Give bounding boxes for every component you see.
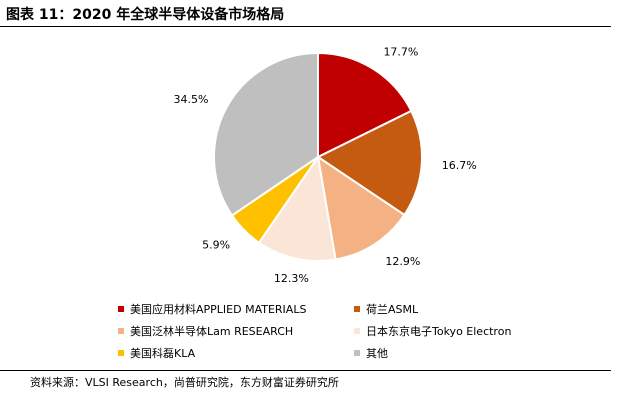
top-rule xyxy=(0,26,611,27)
slice-value-label-3: 12.3% xyxy=(274,272,309,285)
slice-value-label-4: 5.9% xyxy=(202,238,230,251)
pie-chart: 17.7% 16.7% 12.9% 12.3% 5.9% 34.5% xyxy=(173,46,477,285)
legend-label: 美国应用材料APPLIED MATERIALS xyxy=(130,303,307,316)
legend-swatch xyxy=(118,350,124,356)
slice-value-label-2: 12.9% xyxy=(385,255,420,268)
chart-title: 图表 11：2020 年全球半导体设备市场格局 xyxy=(6,7,285,23)
pie-slice-5 xyxy=(213,51,319,217)
legend-swatch xyxy=(354,306,360,312)
legend-label: 美国科磊KLA xyxy=(130,347,196,360)
legend-item-0: 美国应用材料APPLIED MATERIALS xyxy=(118,301,306,317)
legend-swatch xyxy=(118,328,124,334)
bottom-rule xyxy=(0,370,611,371)
legend-swatch xyxy=(354,328,360,334)
legend-item-5: 其他 xyxy=(354,345,388,361)
legend-label: 其他 xyxy=(366,347,388,360)
pie-slice-1 xyxy=(316,109,423,217)
legend-swatch xyxy=(118,306,124,312)
pie-slice-3 xyxy=(257,154,337,262)
pie-slice-2 xyxy=(316,154,406,261)
legend-label: 美国泛林半导体Lam RESEARCH xyxy=(130,325,294,338)
legend-swatch xyxy=(354,350,360,356)
legend-item-3: 日本东京电子Tokyo Electron xyxy=(354,323,511,339)
slice-value-label-5: 34.5% xyxy=(173,93,208,106)
legend-item-1: 荷兰ASML xyxy=(354,301,418,317)
legend-label: 荷兰ASML xyxy=(366,303,419,316)
legend-label: 日本东京电子Tokyo Electron xyxy=(366,325,512,338)
slice-value-label-1: 16.7% xyxy=(442,159,477,172)
legend-item-2: 美国泛林半导体Lam RESEARCH xyxy=(118,323,293,339)
pie-slice-0 xyxy=(317,51,413,159)
slice-value-label-0: 17.7% xyxy=(383,46,418,59)
source-note: 资料来源：VLSI Research，尚普研究院，东方财富证券研究所 xyxy=(30,376,339,389)
legend-item-4: 美国科磊KLA xyxy=(118,345,195,361)
